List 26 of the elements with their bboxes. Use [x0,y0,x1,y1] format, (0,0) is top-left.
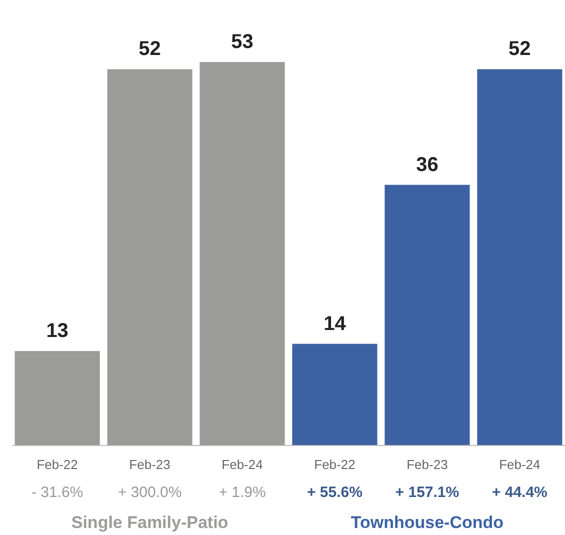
x-tick-label: Feb-24 [222,457,263,472]
data-label: 53 [231,31,254,53]
data-label: 13 [46,320,68,342]
text: + 55.6% [307,484,362,501]
x-tick-label: Feb-24 [499,457,540,472]
x-tick-label: Feb-22 [314,457,356,472]
text: + 1.9% [218,484,266,501]
x-tick-label: Feb-23 [406,457,448,472]
x-tick-label: Feb-22 [36,457,78,472]
data-label: 52 [508,38,531,60]
text: Single Family-Patio [71,513,228,532]
bar [477,69,562,445]
data-label: 14 [324,312,347,335]
text: + 300.0% [118,484,182,501]
x-tick-label: Feb-23 [129,457,170,472]
text: + 157.1% [395,484,460,501]
bar [292,344,378,445]
text: + 44.4% [492,484,548,501]
text: Townhouse-Condo [350,513,504,532]
bar [107,69,192,445]
data-label: 36 [416,154,438,176]
data-label: 52 [138,38,161,60]
bar [384,184,470,445]
text: - 31.6% [31,484,84,501]
bar [200,62,285,445]
bar [14,351,100,445]
